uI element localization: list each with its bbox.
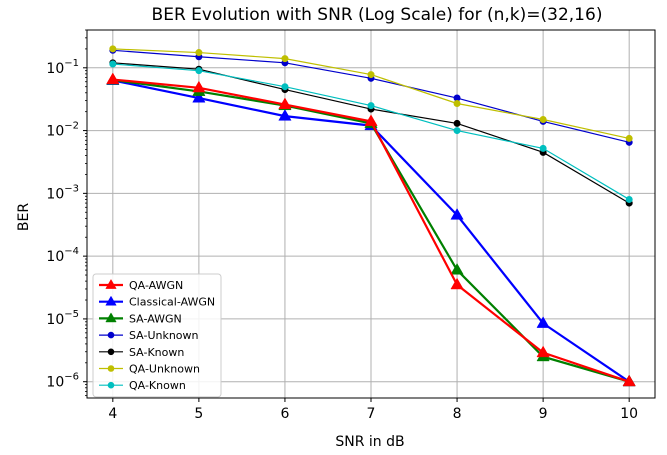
legend-label: Classical-AWGN <box>129 296 215 309</box>
legend-box <box>92 273 222 398</box>
data-point <box>278 109 292 121</box>
series-layer <box>106 45 636 387</box>
legend-label: SA-AWGN <box>129 312 182 325</box>
legend-label: QA-Known <box>129 379 186 392</box>
legend-item: SA-Unknown <box>99 329 199 342</box>
data-point <box>536 316 550 328</box>
x-tick-label: 4 <box>108 406 117 422</box>
data-point <box>450 277 464 290</box>
y-tick-label: 10−1 <box>46 58 79 77</box>
data-point <box>539 116 547 124</box>
data-point <box>450 208 464 220</box>
legend-label: SA-Known <box>129 346 184 359</box>
data-point <box>625 134 633 142</box>
legend-label: QA-Unknown <box>129 363 200 376</box>
data-point <box>195 67 203 75</box>
data-point <box>278 97 292 110</box>
series-qa-unknown <box>109 45 633 142</box>
data-point <box>281 55 289 63</box>
legend-item: QA-Unknown <box>99 363 200 376</box>
legend-item: QA-Known <box>99 379 186 392</box>
data-point <box>364 114 378 126</box>
data-point <box>192 80 206 93</box>
x-tick-label: 6 <box>280 406 289 422</box>
legend-marker <box>105 295 117 306</box>
y-tick-label: 10−4 <box>46 246 79 265</box>
x-tick-label: 8 <box>453 406 462 422</box>
data-point <box>109 60 117 68</box>
series-qa-known <box>109 60 633 203</box>
data-point <box>367 71 375 79</box>
data-point <box>453 119 461 127</box>
data-point <box>281 83 289 91</box>
x-tick-label: 9 <box>539 406 548 422</box>
chart-title: BER Evolution with SNR (Log Scale) for (… <box>152 5 603 25</box>
data-point <box>622 374 636 387</box>
legend-item: QA-AWGN <box>99 278 183 292</box>
legend-label: QA-AWGN <box>129 279 183 292</box>
data-point <box>453 99 461 107</box>
legend-label: SA-Unknown <box>129 329 199 342</box>
series-qa-awgn <box>106 72 636 387</box>
data-point <box>450 263 464 275</box>
x-axis: 4 5 6 7 8 9 10 <box>108 398 638 422</box>
y-tick-label: 10−2 <box>46 121 79 140</box>
data-point <box>453 127 461 135</box>
x-tick-label: 7 <box>367 406 376 422</box>
data-point <box>367 102 375 110</box>
data-point <box>192 91 206 103</box>
data-point <box>109 45 117 53</box>
x-tick-label: 10 <box>620 406 638 422</box>
data-point <box>106 72 120 85</box>
x-tick-label: 5 <box>194 406 203 422</box>
legend-item: SA-Known <box>99 346 184 359</box>
legend-marker <box>107 331 115 339</box>
y-tick-label: 10−3 <box>46 183 79 202</box>
data-point <box>539 144 547 152</box>
data-point <box>536 345 550 358</box>
y-tick-label: 10−6 <box>46 372 79 391</box>
x-axis-label: SNR in dB <box>335 434 404 450</box>
legend-marker <box>105 278 117 289</box>
y-tick-label: 10−5 <box>46 309 79 328</box>
legend-item: SA-AWGN <box>99 312 182 325</box>
y-axis: 10−6 10−5 10−4 10−3 10−2 10−1 <box>46 29 87 397</box>
data-point <box>195 49 203 57</box>
data-point <box>625 195 633 203</box>
legend-item: Classical-AWGN <box>99 295 215 309</box>
legend-marker <box>105 312 117 323</box>
legend-marker <box>107 365 115 372</box>
y-axis-label: BER <box>16 203 32 231</box>
legend-marker <box>107 381 115 389</box>
legend: QA-AWGN Classical-AWGN SA-AWGN SA-Unknown SA… <box>92 273 222 398</box>
legend-marker <box>107 348 115 356</box>
